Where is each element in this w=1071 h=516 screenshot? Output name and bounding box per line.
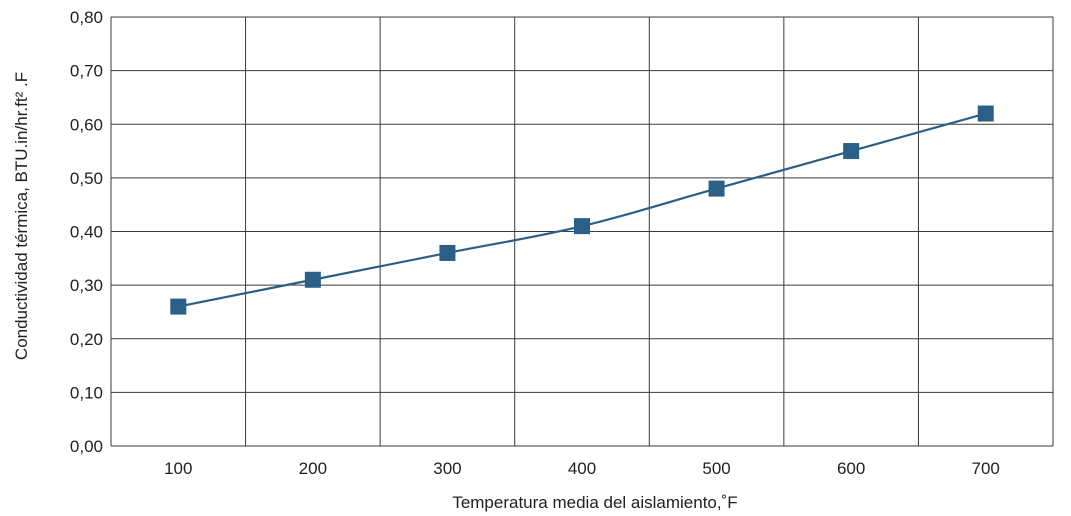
- data-point-marker: [708, 180, 725, 197]
- y-tick-label: 0,70: [70, 62, 103, 81]
- y-tick-label: 0,80: [70, 8, 103, 27]
- data-point-marker: [977, 105, 994, 122]
- y-axis-title: Conductividad térmica, BTU.in/hr.ft² .F: [12, 72, 31, 360]
- y-tick-label: 0,40: [70, 223, 103, 242]
- series-line-path: [178, 112, 987, 308]
- x-axis-ticks: 100 200 300 400 500 600 700: [164, 459, 1000, 478]
- data-point-marker: [439, 244, 456, 261]
- data-point-marker: [843, 143, 860, 160]
- x-tick-label: 300: [433, 459, 461, 478]
- x-tick-label: 100: [164, 459, 192, 478]
- series-line: [178, 112, 987, 308]
- x-tick-label: 700: [972, 459, 1000, 478]
- y-tick-label: 0,50: [70, 169, 103, 188]
- series-markers: [170, 105, 994, 315]
- data-point-marker: [574, 218, 590, 235]
- y-tick-label: 0,20: [70, 330, 103, 349]
- x-tick-label: 500: [702, 459, 730, 478]
- x-tick-label: 600: [837, 459, 865, 478]
- y-tick-label: 0,30: [70, 276, 103, 295]
- y-axis-ticks: 0,00 0,10 0,20 0,30 0,40 0,50 0,60 0,70 0,80: [70, 8, 103, 456]
- x-tick-label: 400: [568, 459, 596, 478]
- y-tick-label: 0,00: [70, 437, 103, 456]
- x-axis-title: Temperatura media del aislamiento,˚F: [452, 493, 737, 512]
- y-tick-label: 0,60: [70, 115, 103, 134]
- data-point-marker: [304, 271, 321, 288]
- data-point-marker: [170, 298, 187, 315]
- x-tick-label: 200: [299, 459, 327, 478]
- y-tick-label: 0,10: [70, 383, 103, 402]
